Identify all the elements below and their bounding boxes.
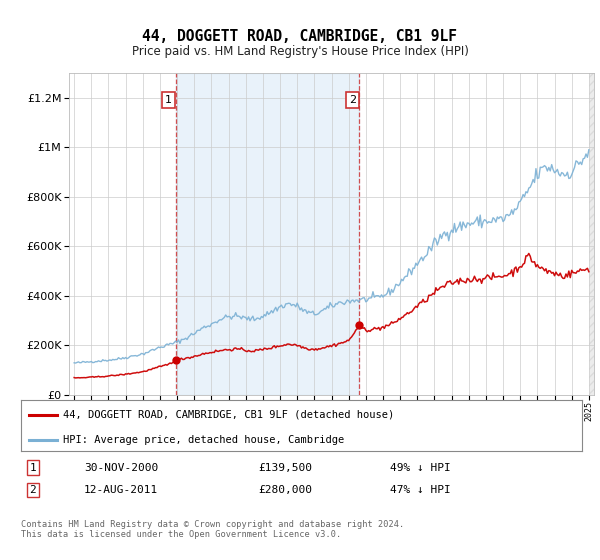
- Text: 30-NOV-2000: 30-NOV-2000: [84, 463, 158, 473]
- Text: 49% ↓ HPI: 49% ↓ HPI: [390, 463, 451, 473]
- Text: 1: 1: [166, 95, 172, 105]
- Text: HPI: Average price, detached house, Cambridge: HPI: Average price, detached house, Camb…: [63, 435, 344, 445]
- Bar: [589, 73, 594, 395]
- Text: Contains HM Land Registry data © Crown copyright and database right 2024.
This d: Contains HM Land Registry data © Crown c…: [21, 520, 404, 539]
- Text: £139,500: £139,500: [258, 463, 312, 473]
- Text: 2: 2: [349, 95, 356, 105]
- Text: 12-AUG-2011: 12-AUG-2011: [84, 485, 158, 495]
- Text: Price paid vs. HM Land Registry's House Price Index (HPI): Price paid vs. HM Land Registry's House …: [131, 45, 469, 58]
- Text: 2: 2: [29, 485, 37, 495]
- Text: 44, DOGGETT ROAD, CAMBRIDGE, CB1 9LF (detached house): 44, DOGGETT ROAD, CAMBRIDGE, CB1 9LF (de…: [63, 409, 394, 419]
- Bar: [176, 73, 359, 395]
- Text: 1: 1: [29, 463, 37, 473]
- Text: 44, DOGGETT ROAD, CAMBRIDGE, CB1 9LF: 44, DOGGETT ROAD, CAMBRIDGE, CB1 9LF: [143, 29, 458, 44]
- Text: 47% ↓ HPI: 47% ↓ HPI: [390, 485, 451, 495]
- Text: £280,000: £280,000: [258, 485, 312, 495]
